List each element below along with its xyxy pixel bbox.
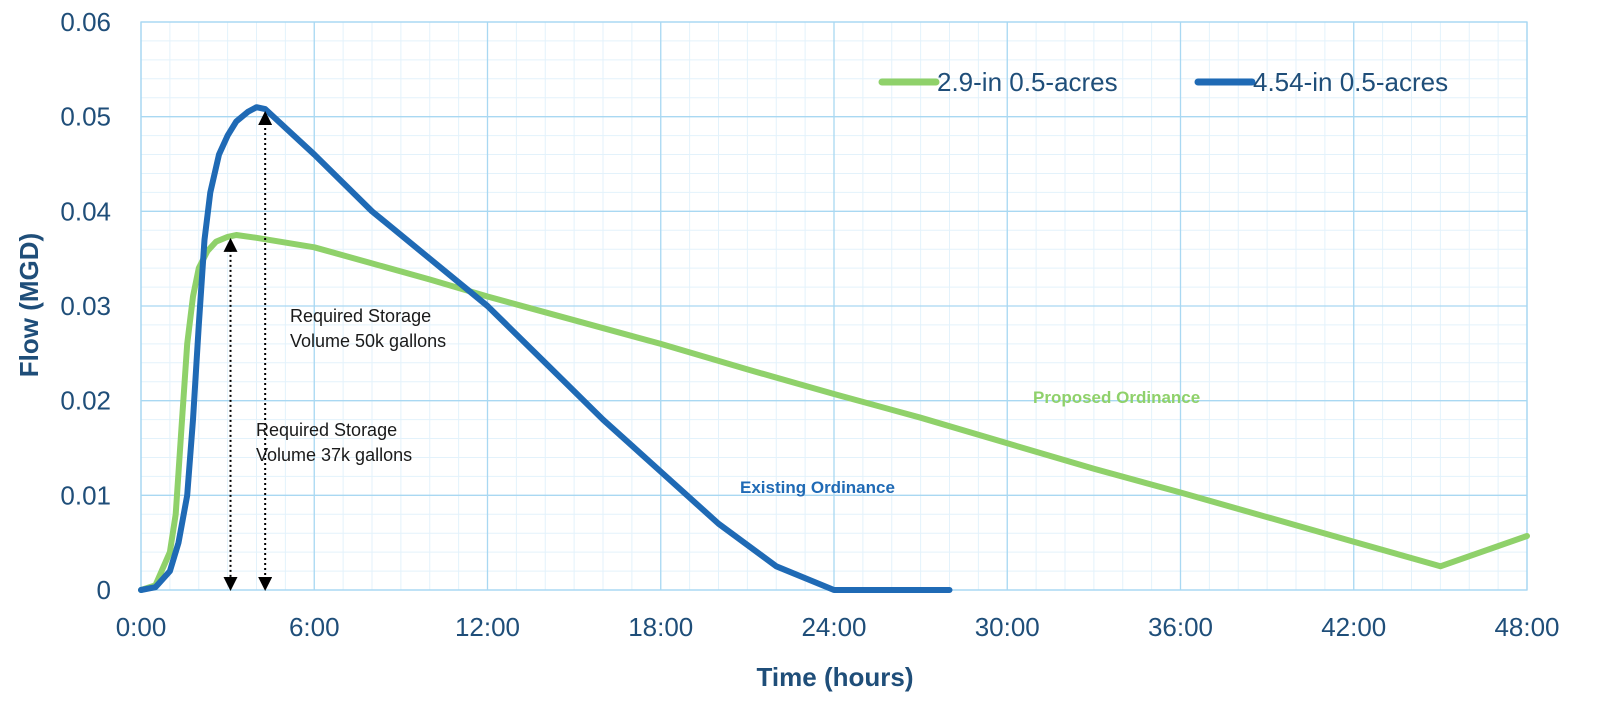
storage-annotation-line: Volume 50k gallons	[290, 331, 446, 351]
y-tick-labels: 0 0.01 0.02 0.03 0.04 0.05 0.06	[60, 7, 111, 605]
series-line-1	[138, 232, 1530, 593]
x-tick-label: 6:00	[289, 612, 340, 642]
legend-label-2: 4.54-in 0.5-acres	[1253, 67, 1448, 97]
annotation-layer: Required Storage Volume 50k gallons Requir…	[223, 111, 446, 591]
y-tick-label: 0	[97, 575, 111, 605]
x-tick-label: 30:00	[975, 612, 1040, 642]
y-tick-label: 0.04	[60, 196, 111, 226]
x-axis-title: Time (hours)	[757, 662, 914, 692]
x-tick-label: 48:00	[1494, 612, 1559, 642]
y-tick-label: 0.06	[60, 7, 111, 37]
storage-annotation-line: Required Storage	[290, 306, 431, 326]
y-tick-label: 0.05	[60, 102, 111, 132]
series-layer: Proposed Ordinance Existing Ordinance	[138, 104, 1530, 593]
storage-annotation-line: Required Storage	[256, 420, 397, 440]
y-tick-label: 0.02	[60, 386, 111, 416]
storage-annotation-line: Volume 37k gallons	[256, 445, 412, 465]
x-tick-label: 0:00	[116, 612, 167, 642]
legend: 2.9-in 0.5-acres 4.54-in 0.5-acres	[878, 67, 1448, 97]
x-tick-labels: 0:00 6:00 12:00 18:00 24:00 30:00 36:00 42:00 48…	[116, 612, 1560, 642]
x-tick-label: 12:00	[455, 612, 520, 642]
series-annotation-2: Existing Ordinance	[740, 478, 895, 497]
y-axis-title: Flow (MGD)	[14, 233, 44, 377]
x-tick-label: 24:00	[801, 612, 866, 642]
x-tick-label: 42:00	[1321, 612, 1386, 642]
y-tick-label: 0.03	[60, 291, 111, 321]
series-line-2	[138, 104, 953, 593]
y-tick-label: 0.01	[60, 480, 111, 510]
major-gridlines	[140, 21, 1528, 591]
legend-label-1: 2.9-in 0.5-acres	[937, 67, 1118, 97]
series-annotation-1: Proposed Ordinance	[1033, 388, 1200, 407]
x-tick-label: 18:00	[628, 612, 693, 642]
x-tick-label: 36:00	[1148, 612, 1213, 642]
